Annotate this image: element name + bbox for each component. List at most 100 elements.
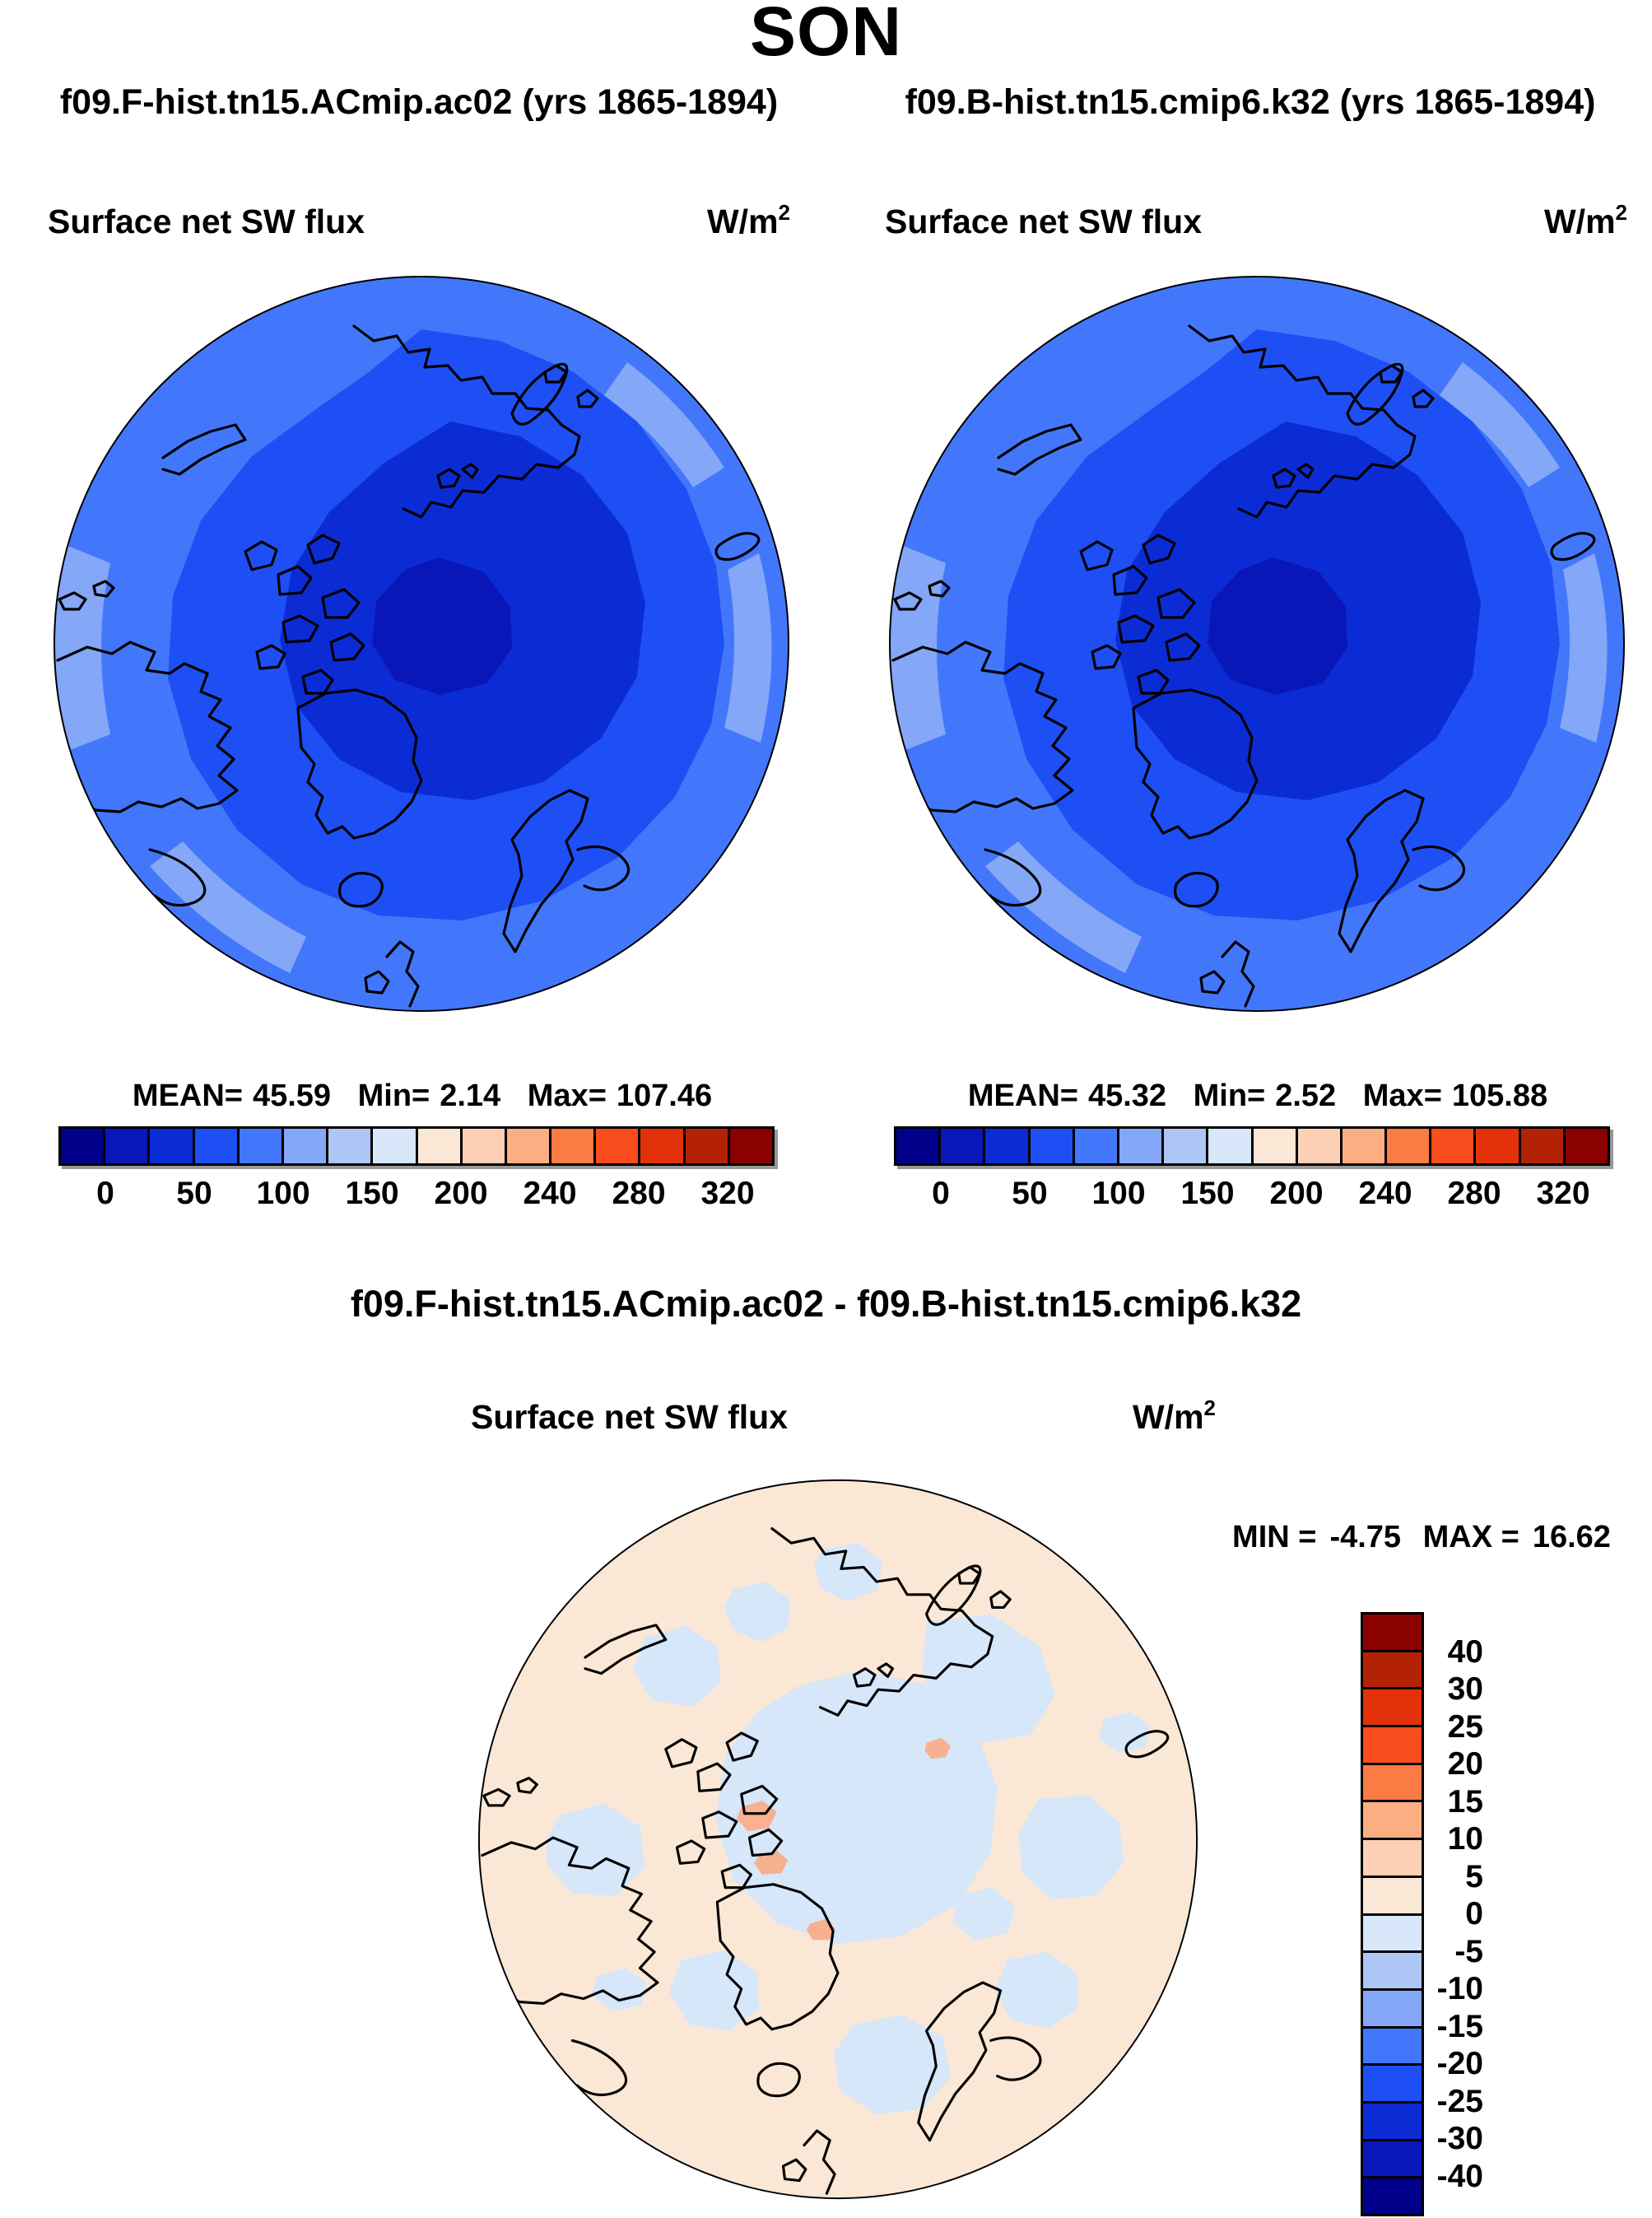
colorbar-tick-label: 280 — [1447, 1176, 1501, 1211]
colorbar-tick-label: 280 — [612, 1176, 666, 1211]
difference-units-base: W/m — [1132, 1398, 1204, 1436]
right-min-label: Min= — [1193, 1079, 1266, 1113]
colorbar-segment — [1565, 1129, 1608, 1163]
difference-min-label: MIN = — [1232, 1520, 1317, 1554]
colorbar-tick-label: 15 — [1447, 1783, 1483, 1820]
right-max-label: Max= — [1362, 1079, 1442, 1113]
colorbar-segment — [596, 1129, 641, 1163]
figure-title: SON — [749, 0, 903, 70]
colorbar-segment — [1030, 1129, 1075, 1163]
left-colorbar-ticks: 0 50 100 150 200 240 280 320 — [61, 1176, 772, 1215]
colorbar-segment — [985, 1129, 1031, 1163]
colorbar-tick-label: 10 — [1447, 1821, 1483, 1857]
right-map-outline — [889, 276, 1625, 1012]
colorbar-tick-label: 30 — [1447, 1671, 1483, 1707]
colorbar-tick-label: 50 — [1012, 1176, 1048, 1211]
colorbar-segment — [1363, 2141, 1422, 2179]
left-field-title: Surface net SW flux — [48, 203, 365, 240]
colorbar-tick-label: 240 — [523, 1176, 577, 1211]
right-mean-label: MEAN= — [967, 1079, 1078, 1113]
colorbar-tick-label: 100 — [256, 1176, 310, 1211]
colorbar-segment — [896, 1129, 942, 1163]
right-min-value: 2.52 — [1275, 1079, 1337, 1113]
colorbar-tick-label: 40 — [1447, 1633, 1483, 1670]
left-map-field — [54, 277, 789, 1011]
left-map-outline — [54, 276, 789, 1012]
colorbar-segment — [417, 1129, 463, 1163]
difference-map-outline — [477, 1479, 1198, 2200]
colorbar-tick-label: -10 — [1436, 1971, 1483, 2006]
difference-title: f09.F-hist.tn15.ACmip.ac02 - f09.B-hist.… — [350, 1283, 1302, 1325]
colorbar-tick-label: 100 — [1091, 1176, 1146, 1211]
difference-units-exponent: 2 — [1203, 1396, 1216, 1420]
right-units-label: W/m2 — [1543, 200, 1627, 241]
colorbar-segment — [1476, 1129, 1521, 1163]
colorbar-tick-label: -40 — [1436, 2158, 1483, 2194]
left-units-base: W/m — [706, 203, 779, 240]
colorbar-segment — [105, 1129, 151, 1163]
colorbar-tick-label: -30 — [1436, 2121, 1483, 2156]
colorbar-segment — [729, 1129, 772, 1163]
difference-units-label: W/m2 — [1132, 1396, 1216, 1437]
colorbar-segment — [328, 1129, 374, 1163]
colorbar-segment — [1387, 1129, 1432, 1163]
colorbar-segment — [941, 1129, 986, 1163]
colorbar-segment — [1363, 1802, 1422, 1841]
colorbar-tick-label: 0 — [1465, 1896, 1483, 1931]
colorbar-segment — [1363, 1615, 1422, 1652]
colorbar-segment — [1363, 1990, 1422, 2029]
colorbar-segment — [1363, 1689, 1422, 1728]
colorbar-tick-label: 200 — [1269, 1176, 1324, 1211]
colorbar-tick-label: 50 — [176, 1176, 212, 1211]
left-max-value: 107.46 — [616, 1079, 713, 1113]
left-run-label: f09.F-hist.tn15.ACmip.ac02 (yrs 1865-189… — [59, 82, 779, 122]
right-panel-header: Surface net SW flux W/m2 — [885, 200, 1627, 241]
colorbar-segment — [1164, 1129, 1209, 1163]
colorbar-segment — [1363, 1764, 1422, 1803]
right-units-base: W/m — [1543, 203, 1616, 240]
colorbar-segment — [1520, 1129, 1566, 1163]
colorbar-segment — [1363, 1652, 1422, 1690]
left-min-value: 2.14 — [440, 1079, 501, 1113]
left-max-label: Max= — [527, 1079, 607, 1113]
colorbar-segment — [506, 1129, 552, 1163]
right-run-label: f09.B-hist.tn15.cmip6.k32 (yrs 1865-1894… — [905, 82, 1596, 122]
left-units-exponent: 2 — [778, 200, 790, 225]
difference-colorbar — [1361, 1612, 1424, 2216]
right-map — [889, 276, 1625, 1012]
colorbar-segment — [1363, 2066, 1422, 2104]
colorbar-segment — [1363, 1953, 1422, 1991]
right-max-value: 105.88 — [1451, 1079, 1548, 1113]
colorbar-segment — [1363, 2103, 1422, 2141]
difference-field-title: Surface net SW flux — [471, 1398, 789, 1436]
colorbar-segment — [1363, 2178, 1422, 2214]
colorbar-segment — [1363, 2028, 1422, 2067]
colorbar-segment — [1363, 1877, 1422, 1916]
right-colorbar-ticks: 0 50 100 150 200 240 280 320 — [896, 1176, 1608, 1215]
colorbar-segment — [1431, 1129, 1477, 1163]
colorbar-segment — [1363, 1915, 1422, 1954]
colorbar-tick-label: -5 — [1454, 1933, 1483, 1969]
colorbar-tick-label: 150 — [345, 1176, 399, 1211]
left-mean-label: MEAN= — [132, 1079, 243, 1113]
colorbar-segment — [551, 1129, 597, 1163]
colorbar-segment — [1342, 1129, 1388, 1163]
difference-panel-header: Surface net SW flux W/m2 — [471, 1396, 1216, 1437]
colorbar-segment — [239, 1129, 284, 1163]
colorbar-segment — [462, 1129, 507, 1163]
colorbar-tick-label: 200 — [434, 1176, 488, 1211]
right-colorbar — [894, 1126, 1610, 1166]
left-min-label: Min= — [357, 1079, 430, 1113]
colorbar-segment — [1297, 1129, 1343, 1163]
colorbar-segment — [373, 1129, 418, 1163]
colorbar-segment — [61, 1129, 106, 1163]
colorbar-segment — [1363, 1840, 1422, 1878]
colorbar-segment — [283, 1129, 329, 1163]
right-stats: MEAN= 45.32 Min= 2.52 Max= 105.88 — [887, 1079, 1628, 1114]
right-units-exponent: 2 — [1615, 200, 1627, 225]
left-stats: MEAN= 45.59 Min= 2.14 Max= 107.46 — [52, 1079, 793, 1114]
left-map — [54, 276, 789, 1012]
difference-min-value: -4.75 — [1329, 1520, 1402, 1554]
colorbar-tick-label: 20 — [1447, 1746, 1483, 1782]
difference-colorbar-labels: 40 30 25 20 15 10 5 0 -5 -10 -15 -20 -25 -30 -40 — [1432, 1615, 1483, 2214]
